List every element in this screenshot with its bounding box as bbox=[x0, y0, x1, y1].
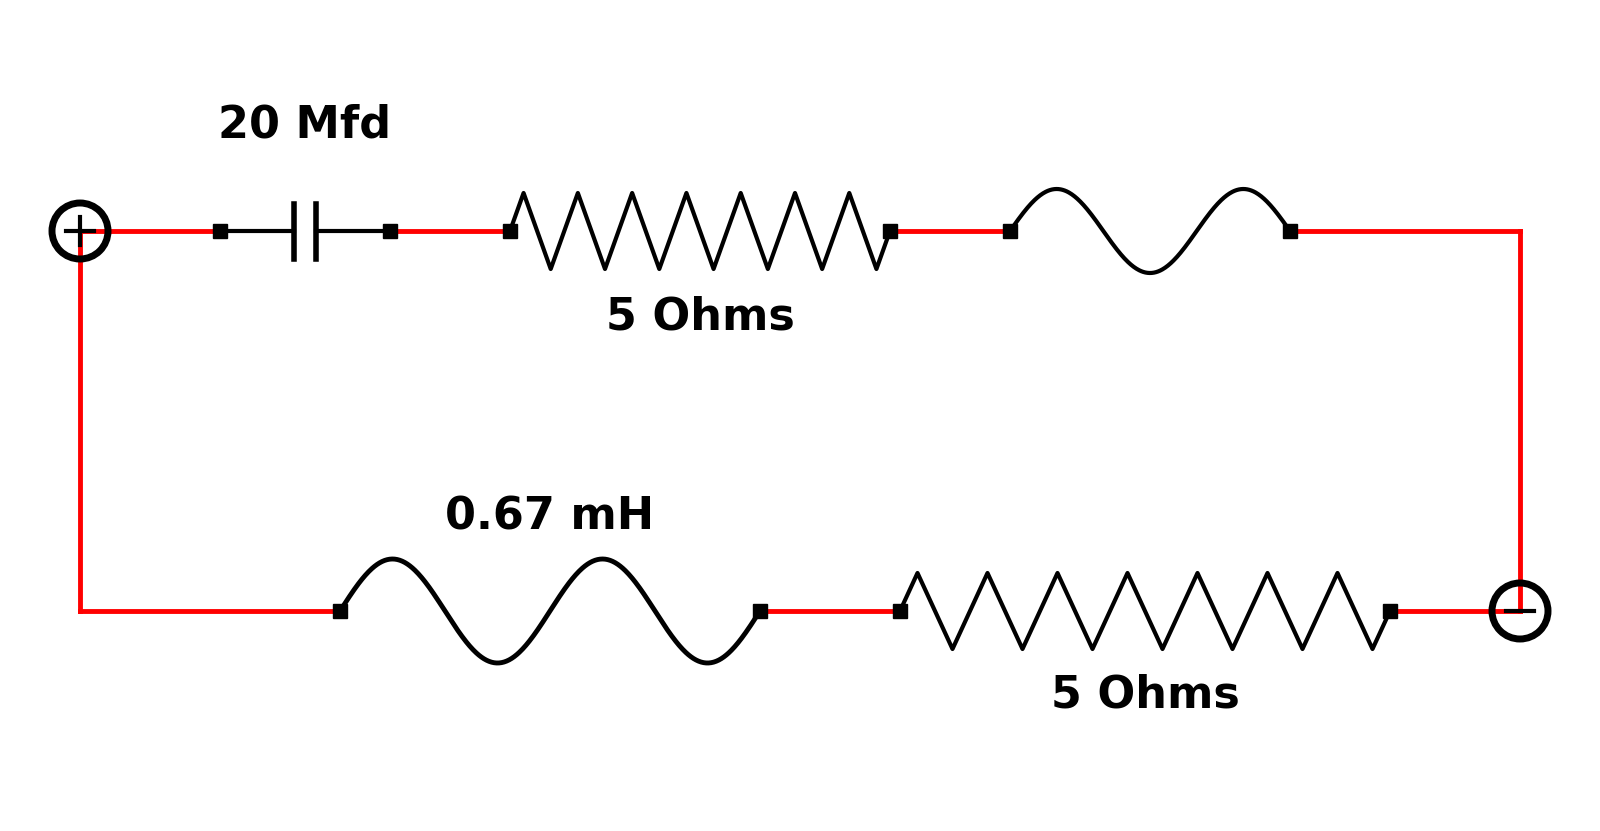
Text: 5 Ohms: 5 Ohms bbox=[605, 296, 795, 339]
Bar bbox=[883, 224, 898, 238]
Text: 20 Mfd: 20 Mfd bbox=[219, 103, 392, 146]
Text: 0.67 mH: 0.67 mH bbox=[445, 496, 654, 539]
Bar bbox=[333, 604, 347, 618]
Bar bbox=[893, 604, 907, 618]
Bar bbox=[1003, 224, 1018, 238]
Bar bbox=[754, 604, 766, 618]
Text: 5 Ohms: 5 Ohms bbox=[1051, 673, 1240, 716]
Bar bbox=[382, 224, 397, 238]
Bar bbox=[502, 224, 517, 238]
Bar bbox=[1382, 604, 1397, 618]
Bar bbox=[1283, 224, 1298, 238]
Bar bbox=[213, 224, 227, 238]
